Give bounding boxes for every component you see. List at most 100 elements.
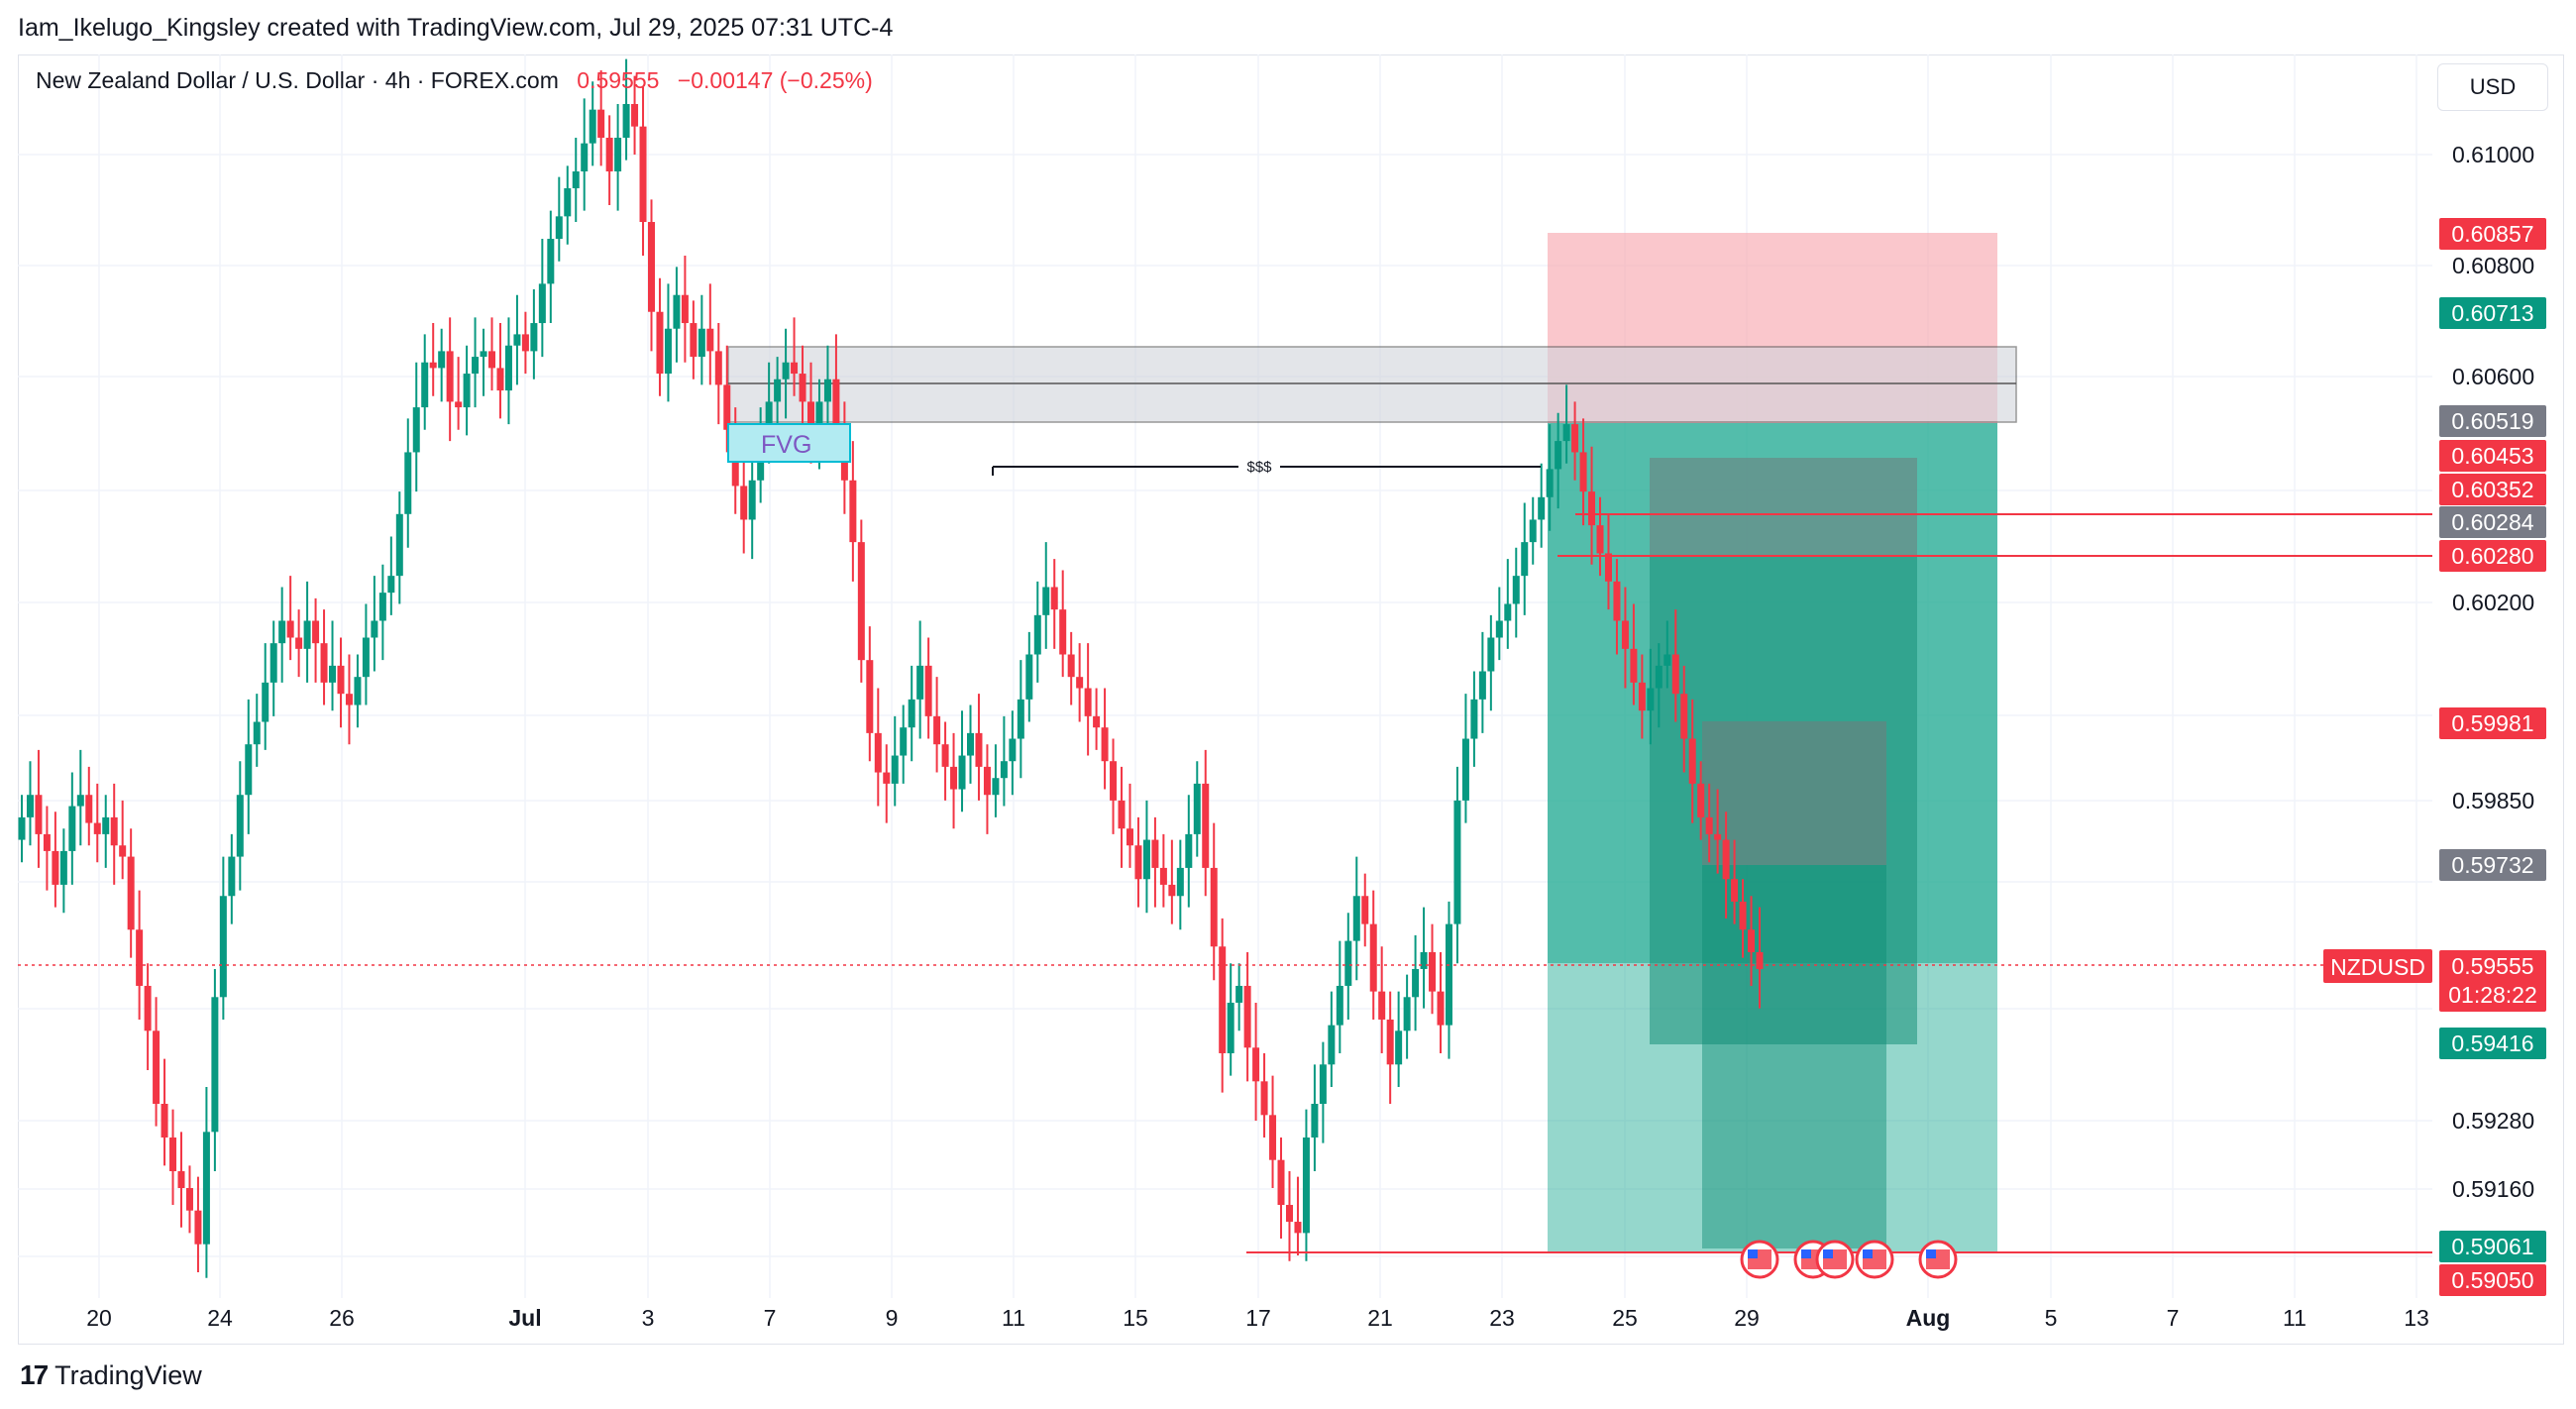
candle-body-169 — [1437, 991, 1445, 1026]
candle-body-41 — [362, 637, 370, 678]
candle-body-45 — [395, 513, 403, 577]
candle-body-21 — [194, 1210, 202, 1245]
candle-body-30 — [269, 643, 277, 683]
y-tick-label-5: 0.59280 — [2452, 1108, 2534, 1134]
candle-body-35 — [312, 620, 320, 644]
price-label-text: 0.59061 — [2451, 1234, 2533, 1259]
candle-body-59 — [513, 334, 521, 346]
price-label-bg — [2439, 440, 2546, 472]
inner-zone-2-top — [1702, 721, 1886, 865]
candle-body-106 — [908, 699, 915, 728]
candle-body-23 — [211, 997, 219, 1133]
candle-body-17 — [161, 1103, 168, 1138]
candle-body-64 — [555, 216, 563, 240]
candle-body-57 — [496, 368, 504, 391]
candle-body-152 — [1294, 1222, 1302, 1234]
candle-body-156 — [1328, 1025, 1336, 1065]
fvg-label: FVG — [761, 431, 811, 459]
candle-body-11 — [110, 816, 118, 846]
candle-body-29 — [262, 682, 269, 722]
currency-selector[interactable]: USD — [2437, 63, 2548, 111]
candle-body-207 — [1756, 951, 1764, 969]
x-tick-label-7: 11 — [1002, 1305, 1025, 1331]
candle-body-99 — [849, 480, 857, 543]
candle-body-3 — [43, 833, 51, 851]
candle-body-126 — [1076, 677, 1084, 689]
candle-body-38 — [337, 665, 345, 695]
candle-body-201 — [1705, 816, 1713, 834]
candle-body-20 — [185, 1188, 193, 1211]
x-tick-label-15: 5 — [2045, 1305, 2058, 1331]
price-label-text: 0.60280 — [2451, 543, 2533, 569]
candle-body-10 — [102, 816, 110, 834]
candle-body-108 — [924, 665, 932, 716]
candle-body-112 — [958, 755, 966, 790]
candle-body-60 — [521, 334, 529, 352]
candle-body-194 — [1647, 688, 1655, 711]
legend-change: −0.00147 (−0.25%) — [677, 67, 873, 93]
candle-body-71 — [614, 137, 622, 172]
candle-body-73 — [631, 103, 639, 127]
candle-body-22 — [202, 1132, 210, 1245]
price-label-text: 0.59981 — [2451, 710, 2533, 736]
candle-body-171 — [1453, 800, 1461, 924]
x-tick-label-8: 15 — [1123, 1305, 1148, 1331]
candle-body-5 — [59, 850, 67, 885]
price-label-text: 0.60284 — [2451, 509, 2533, 535]
x-tick-label-3: Jul — [508, 1305, 541, 1331]
candle-body-114 — [975, 732, 983, 767]
us-flag-canton — [1748, 1249, 1758, 1258]
candle-body-133 — [1134, 845, 1142, 880]
candle-body-91 — [782, 362, 790, 379]
footer-brand[interactable]: 17 TradingView — [20, 1359, 202, 1391]
candle-body-70 — [605, 137, 613, 172]
candle-body-164 — [1395, 1030, 1403, 1065]
candle-body-33 — [295, 637, 303, 649]
candle-body-102 — [874, 732, 882, 773]
us-flag-canton — [1926, 1249, 1936, 1258]
candle-body-153 — [1302, 1138, 1310, 1234]
candle-body-48 — [421, 362, 429, 408]
candle-body-118 — [1009, 738, 1017, 762]
price-label-text: 0.59555 — [2451, 953, 2533, 979]
candle-body-97 — [832, 379, 840, 430]
price-label-11: 0.59061 — [2439, 1231, 2546, 1262]
candle-body-189 — [1604, 553, 1612, 582]
candle-body-52 — [455, 401, 463, 408]
y-tick-label-0: 0.61000 — [2452, 142, 2534, 167]
candle-body-184 — [1562, 424, 1570, 442]
candle-body-131 — [1118, 800, 1126, 829]
candle-body-47 — [412, 407, 420, 453]
candle-body-79 — [681, 294, 689, 324]
candle-body-39 — [345, 694, 353, 705]
candle-body-50 — [438, 351, 446, 369]
candle-body-198 — [1680, 694, 1688, 739]
candle-body-139 — [1185, 833, 1193, 868]
candle-body-26 — [236, 795, 244, 857]
candle-body-28 — [253, 721, 261, 745]
candle-body-9 — [93, 822, 101, 834]
candle-body-193 — [1638, 682, 1646, 711]
candle-body-182 — [1546, 469, 1554, 497]
candle-body-100 — [857, 542, 865, 661]
candle-body-55 — [480, 351, 487, 358]
price-label-bg — [2439, 707, 2546, 739]
x-tick-label-0: 20 — [86, 1305, 112, 1331]
symbol-tag-text: NZDUSD — [2330, 954, 2425, 980]
candle-body-116 — [992, 778, 1000, 796]
candle-body-132 — [1126, 828, 1133, 846]
candle-body-32 — [286, 620, 294, 638]
candle-body-181 — [1538, 496, 1546, 520]
candle-body-125 — [1067, 654, 1075, 678]
candle-body-120 — [1025, 654, 1033, 700]
candle-body-75 — [648, 222, 656, 312]
price-label-5: 0.60284 — [2439, 506, 2546, 538]
liquidity-label: $$$ — [1246, 459, 1272, 476]
candle-body-6 — [68, 806, 76, 851]
candle-body-27 — [245, 744, 253, 796]
candle-body-186 — [1579, 452, 1587, 492]
candle-body-109 — [933, 715, 941, 745]
chart-frame[interactable] — [18, 54, 2564, 1345]
candle-body-202 — [1714, 833, 1722, 840]
